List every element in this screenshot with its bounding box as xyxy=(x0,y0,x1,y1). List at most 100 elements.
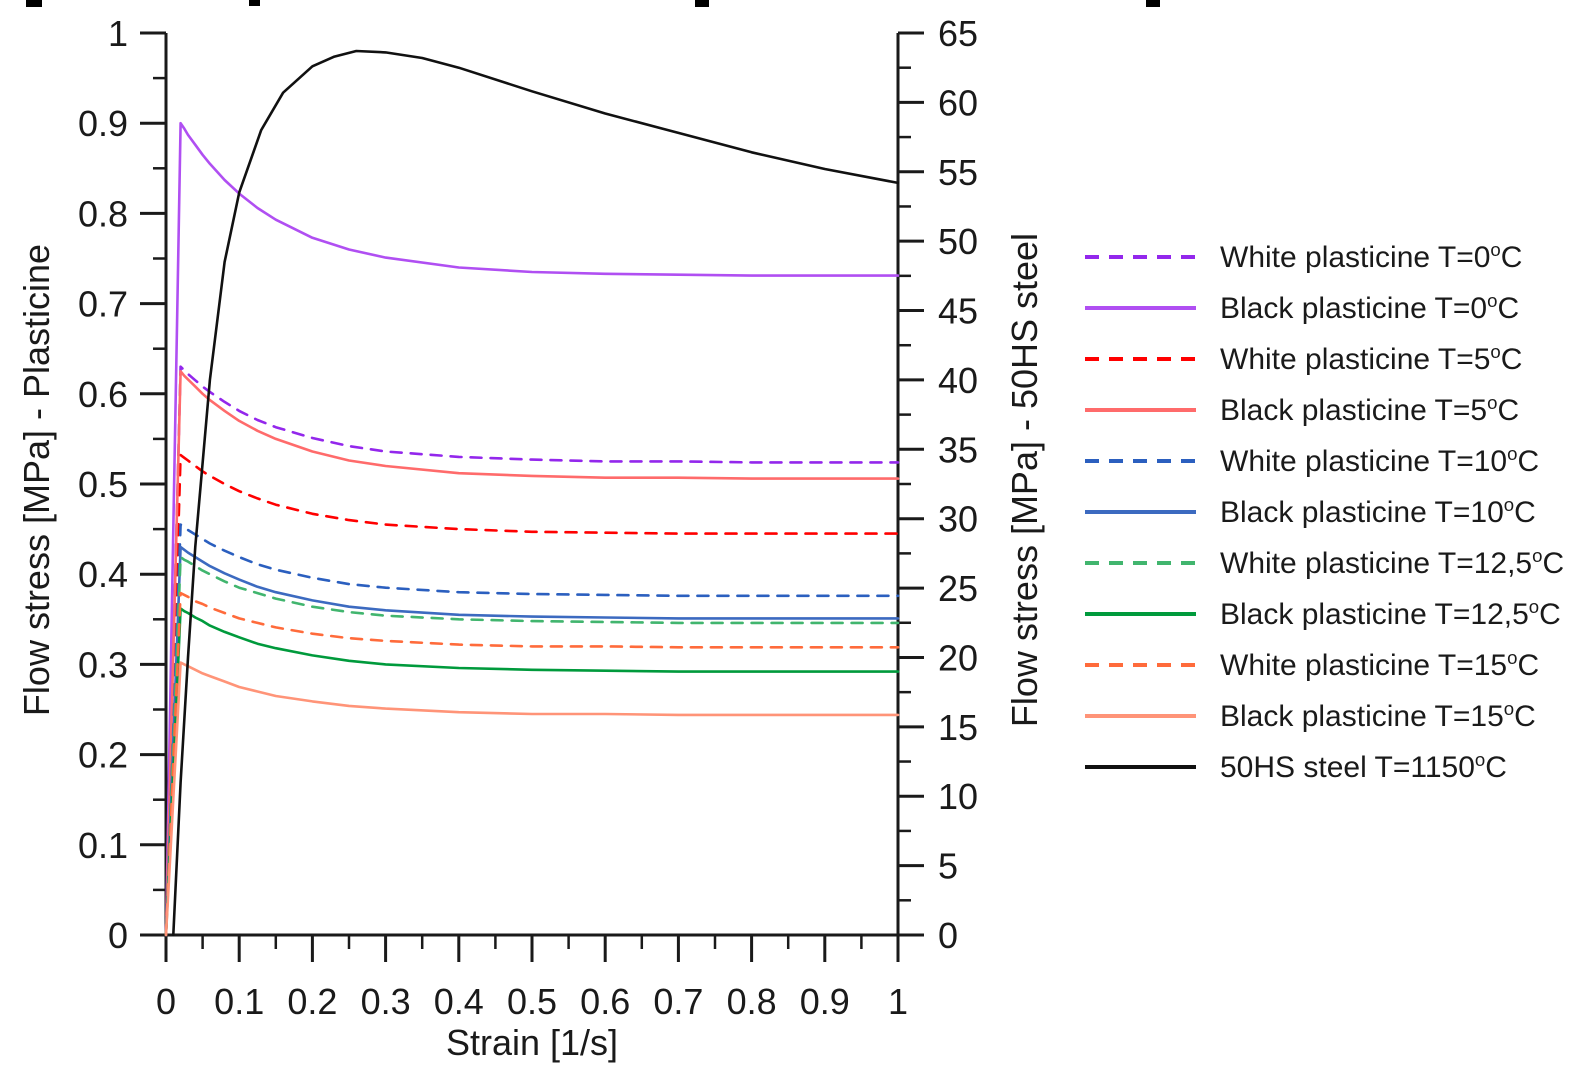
curve-6-black-plasticine-t-10-c xyxy=(164,545,900,937)
curve-10-black-plasticine-t-15-c xyxy=(164,661,900,937)
curve-9-white-plasticine-t-15-c xyxy=(164,591,900,937)
degree-symbol: o xyxy=(1528,595,1540,617)
degree-symbol: o xyxy=(1503,493,1515,515)
solid-line-swatch xyxy=(1085,611,1196,616)
degree-symbol: o xyxy=(1507,442,1518,464)
x-tick-label: 0 xyxy=(156,981,176,1022)
x-tick-label: 0.2 xyxy=(287,981,337,1022)
curve-3-white-plasticine-t-5-c xyxy=(164,453,900,937)
x-tick-label: 0.9 xyxy=(800,981,850,1022)
left-y-tick-label: 0.1 xyxy=(78,825,128,866)
right-y-tick-label: 45 xyxy=(938,291,978,332)
legend-label: White plasticine T=10oC xyxy=(1220,442,1540,478)
cropped-caption-artifact xyxy=(249,0,260,6)
x-tick-label: 0.5 xyxy=(507,981,557,1022)
right-y-tick-label: 55 xyxy=(938,152,978,193)
degree-symbol: o xyxy=(1487,289,1498,311)
legend-item-4: Black plasticine T=5oC xyxy=(1083,384,1519,435)
right-y-tick-label: 5 xyxy=(938,846,958,887)
legend-item-9: White plasticine T=15oC xyxy=(1083,639,1539,690)
curve-7-white-plasticine-t-12-5-c xyxy=(164,555,900,937)
cropped-caption-artifact xyxy=(695,0,709,7)
right-y-tick-label: 40 xyxy=(938,360,978,401)
legend-label: White plasticine T=0oC xyxy=(1220,238,1523,274)
left-y-tick-label: 0.2 xyxy=(78,735,128,776)
legend-label: Black plasticine T=15oC xyxy=(1220,697,1536,733)
right-y-tick-label: 60 xyxy=(938,82,978,123)
legend-item-10: Black plasticine T=15oC xyxy=(1083,690,1536,741)
legend-label: Black plasticine T=0oC xyxy=(1220,289,1520,325)
cropped-caption-artifact xyxy=(26,0,42,7)
right-y-tick-label: 10 xyxy=(938,776,978,817)
legend-item-1: White plasticine T=0oC xyxy=(1083,231,1522,282)
solid-line-swatch xyxy=(1085,764,1196,769)
dashed-line-swatch xyxy=(1085,458,1196,463)
curve-4-black-plasticine-t-5-c xyxy=(164,370,900,937)
x-tick-label: 0.4 xyxy=(434,981,484,1022)
x-tick-label: 0.1 xyxy=(214,981,264,1022)
solid-line-swatch xyxy=(1085,305,1196,310)
legend-label: White plasticine T=15oC xyxy=(1220,646,1540,682)
legend-item-5: White plasticine T=10oC xyxy=(1083,435,1539,486)
right-y-tick-label: 30 xyxy=(938,499,978,540)
left-y-tick-label: 0.4 xyxy=(78,554,128,595)
legend-item-2: Black plasticine T=0oC xyxy=(1083,282,1519,333)
degree-symbol: o xyxy=(1490,238,1501,260)
left-y-tick-label: 0.9 xyxy=(78,103,128,144)
right-y-tick-label: 50 xyxy=(938,221,978,262)
left-y-tick-label: 1 xyxy=(108,13,128,54)
solid-line-swatch xyxy=(1085,407,1196,412)
left-y-tick-label: 0 xyxy=(108,915,128,956)
curve-1-white-plasticine-t-0-c xyxy=(164,365,900,937)
legend-item-7: White plasticine T=12,5oC xyxy=(1083,537,1564,588)
dashed-line-swatch xyxy=(1085,254,1196,259)
x-axis-title: Strain [1/s] xyxy=(445,1022,619,1063)
dashed-line-swatch xyxy=(1085,356,1196,361)
legend-label: 50HS steel T=1150oC xyxy=(1220,748,1507,784)
legend-label: White plasticine T=12,5oC xyxy=(1220,544,1565,580)
x-tick-label: 0.7 xyxy=(653,981,703,1022)
right-y-tick-label: 65 xyxy=(938,13,978,54)
degree-symbol: o xyxy=(1474,748,1486,770)
curve-5-white-plasticine-t-10-c xyxy=(164,523,900,937)
x-tick-label: 0.3 xyxy=(361,981,411,1022)
right-y-tick-label: 20 xyxy=(938,637,978,678)
legend-label: Black plasticine T=12,5oC xyxy=(1220,595,1561,631)
left-y-axis-title: Flow stress [MPa] - Plasticine xyxy=(16,243,57,717)
right-y-axis-title: Flow stress [MPa] - 50HS steel xyxy=(1004,232,1045,728)
solid-line-swatch xyxy=(1085,509,1196,514)
dashed-line-swatch xyxy=(1085,662,1196,667)
degree-symbol: o xyxy=(1503,697,1515,719)
x-tick-label: 1 xyxy=(888,981,908,1022)
x-tick-label: 0.8 xyxy=(727,981,777,1022)
left-y-tick-label: 0.6 xyxy=(78,374,128,415)
degree-symbol: o xyxy=(1490,340,1501,362)
solid-line-swatch xyxy=(1085,713,1196,718)
cropped-caption-artifact xyxy=(1146,0,1160,7)
dashed-line-swatch xyxy=(1085,560,1196,565)
legend-label: Black plasticine T=10oC xyxy=(1220,493,1536,529)
right-y-tick-label: 15 xyxy=(938,707,978,748)
degree-symbol: o xyxy=(1532,544,1543,566)
legend-label: Black plasticine T=5oC xyxy=(1220,391,1520,427)
left-y-tick-label: 0.5 xyxy=(78,464,128,505)
curve-8-black-plasticine-t-12-5-c xyxy=(164,607,900,937)
legend-label: White plasticine T=5oC xyxy=(1220,340,1523,376)
right-y-tick-label: 25 xyxy=(938,568,978,609)
degree-symbol: o xyxy=(1507,646,1518,668)
legend-item-11: 50HS steel T=1150oC xyxy=(1083,741,1507,792)
right-y-tick-label: 35 xyxy=(938,429,978,470)
x-tick-label: 0.6 xyxy=(580,981,630,1022)
left-y-tick-label: 0.8 xyxy=(78,193,128,234)
left-y-tick-label: 0.3 xyxy=(78,644,128,685)
curve-11-50hs-steel-t-1150-c xyxy=(172,49,900,937)
legend-item-3: White plasticine T=5oC xyxy=(1083,333,1522,384)
curve-2-black-plasticine-t-0-c xyxy=(164,121,900,937)
left-y-tick-label: 0.7 xyxy=(78,284,128,325)
legend-item-6: Black plasticine T=10oC xyxy=(1083,486,1536,537)
degree-symbol: o xyxy=(1487,391,1498,413)
legend-item-8: Black plasticine T=12,5oC xyxy=(1083,588,1561,639)
right-y-tick-label: 0 xyxy=(938,915,958,956)
